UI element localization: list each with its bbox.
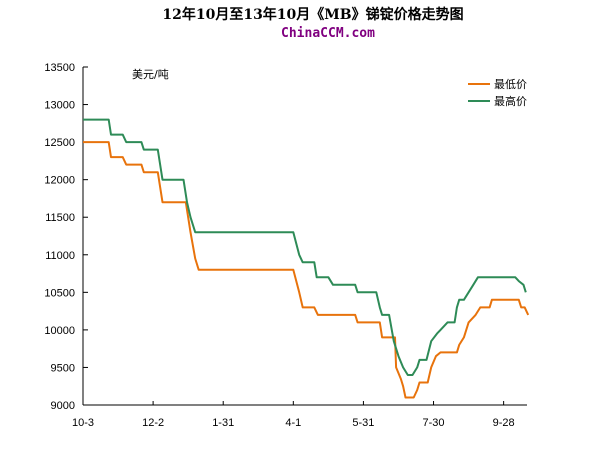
y-tick-label: 10000 (44, 325, 75, 337)
plot-area (83, 67, 527, 405)
y-tick-label: 13500 (44, 62, 75, 74)
x-tick-label: 4-1 (285, 417, 301, 429)
x-tick-label: 9-28 (493, 417, 515, 429)
y-tick-label: 12500 (44, 137, 75, 149)
y-tick-label: 9000 (51, 400, 75, 412)
x-tick-label: 10-3 (72, 417, 94, 429)
y-tick-label: 10500 (44, 287, 75, 299)
chart-title: 12年10月至13年10月《MB》锑锭价格走势图 (162, 6, 463, 23)
legend-label-low: 最低价 (494, 78, 527, 91)
y-tick-label: 13000 (44, 100, 75, 112)
x-axis-ticks: 10-3 12-2 1-31 4-1 5-31 7-30 9-28 (72, 401, 515, 429)
unit-label: 美元/吨 (132, 68, 169, 81)
legend: 最低价 最高价 (468, 78, 527, 108)
y-tick-label: 11000 (45, 250, 75, 262)
y-tick-label: 12000 (44, 175, 75, 187)
series-line-high-price (83, 118, 527, 376)
x-tick-label: 12-2 (142, 417, 164, 429)
series-layer (83, 118, 530, 399)
y-axis-ticks: 9000 9500 10000 10500 11000 11500 12000 12500 13… (44, 62, 88, 412)
chart-subtitle: ChinaCCM.com (281, 26, 375, 41)
x-tick-label: 5-31 (352, 417, 374, 429)
x-tick-label: 7-30 (423, 417, 445, 429)
legend-label-high: 最高价 (494, 94, 527, 108)
series-line-low-price (83, 141, 530, 399)
y-tick-label: 9500 (51, 362, 75, 374)
x-tick-label: 1-31 (212, 417, 234, 429)
y-tick-label: 11500 (45, 212, 75, 224)
